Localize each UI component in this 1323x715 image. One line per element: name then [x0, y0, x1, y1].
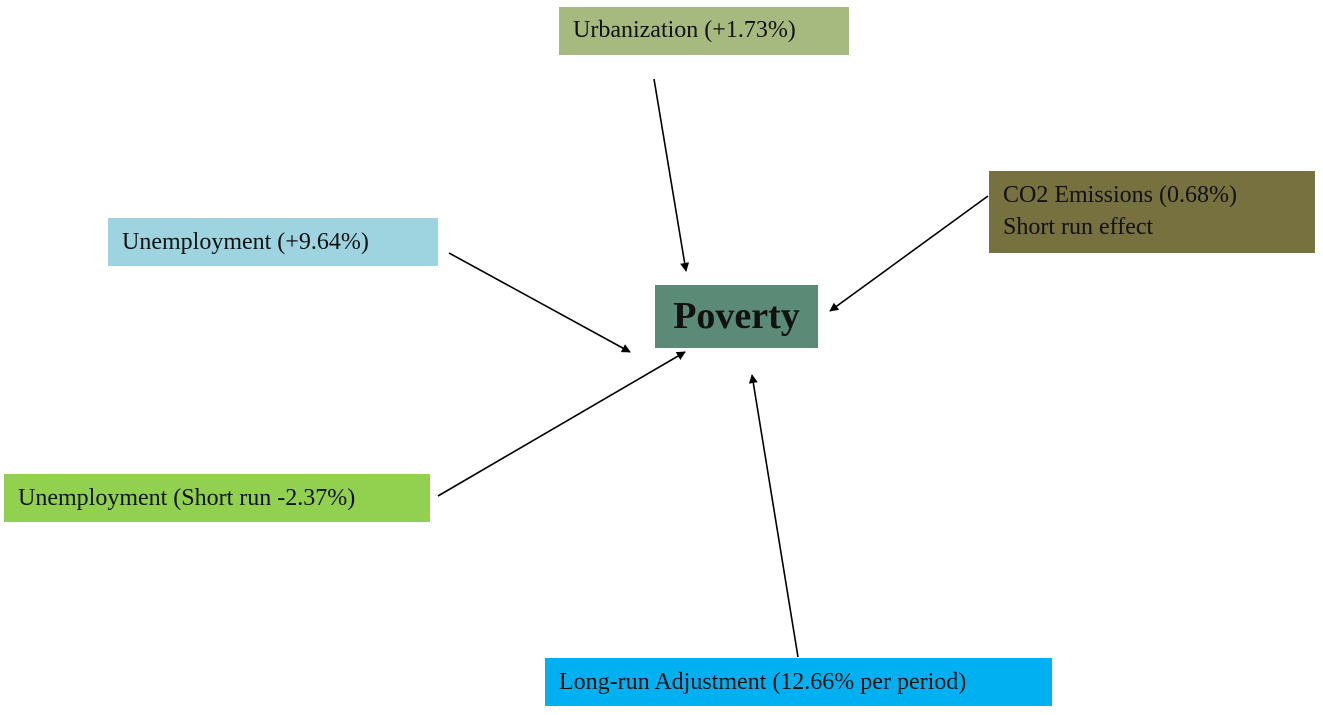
unemployment-box: Unemployment (+9.64%) [108, 218, 438, 266]
poverty-label: Poverty [673, 295, 800, 337]
arrow-longrun-to-poverty [748, 374, 799, 658]
arrow-unemp1-to-poverty [448, 252, 631, 353]
urbanization-box: Urbanization (+1.73%) [559, 7, 849, 55]
arrow-co2-to-poverty [829, 195, 989, 312]
arrow-urbanization-to-poverty [653, 78, 690, 272]
long-run-adjustment-box: Long-run Adjustment (12.66% per period) [545, 658, 1052, 706]
co2-emissions-box: CO2 Emissions (0.68%) Short run effect [989, 171, 1315, 253]
long-run-adjustment-label: Long-run Adjustment (12.66% per period) [559, 669, 967, 695]
co2-emissions-sublabel: Short run effect [1003, 214, 1154, 240]
unemployment-short-run-box: Unemployment (Short run -2.37%) [4, 474, 430, 522]
arrow-unemp2-to-poverty [437, 351, 686, 497]
urbanization-label: Urbanization (+1.73%) [573, 17, 796, 43]
poverty-box: Poverty [655, 285, 818, 348]
unemployment-label: Unemployment (+9.64%) [122, 229, 369, 255]
co2-emissions-label: CO2 Emissions (0.68%) [1003, 182, 1237, 208]
unemployment-short-run-label: Unemployment (Short run -2.37%) [18, 485, 356, 511]
